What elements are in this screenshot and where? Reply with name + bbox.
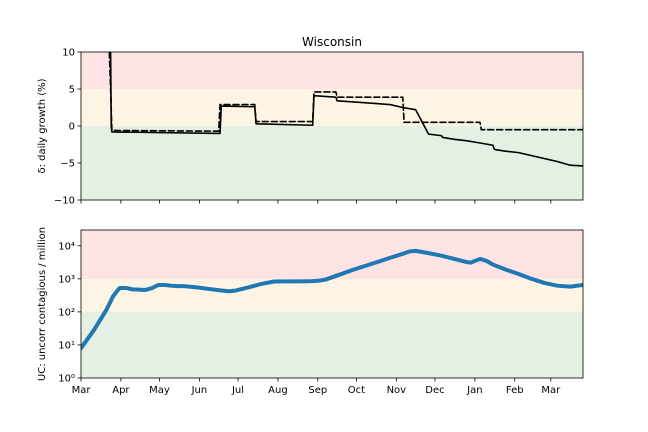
solid-series-line-0 (109, 52, 583, 167)
x-tick-label: Dec (425, 385, 444, 396)
y-tick-label: 10¹ (58, 340, 75, 351)
bottom-y-ticks: 10⁰ 10¹ 10² 10³ 10⁴ (58, 241, 81, 385)
solid-series-line-0 (81, 248, 583, 351)
y-tick-label: 10 (62, 48, 75, 59)
x-tick-label: Sep (308, 385, 327, 396)
x-tick-label: Apr (112, 385, 130, 396)
risk-band-2 (81, 126, 583, 200)
contagious-panel: 10⁰ 10¹ 10² 10³ 10⁴ Mar Apr May Jun Jul Aug Sep Oct… (37, 227, 584, 396)
top-y-ticks: 10 5 0 −5 −10 (54, 48, 81, 207)
x-tick-label: Nov (387, 385, 407, 396)
y-tick-label: −10 (54, 196, 75, 207)
x-tick-label: Jun (191, 385, 208, 396)
risk-band-0 (81, 230, 583, 279)
top-risk-bands (81, 52, 583, 200)
top-series-lines (108, 52, 583, 167)
bottom-y-axis-label: UC: uncorr contagious / million (37, 227, 48, 381)
risk-band-0 (81, 52, 583, 89)
top-y-axis-label: δ: daily growth (%) (37, 78, 48, 173)
daily-growth-panel: 10 5 0 −5 −10 Wisconsin δ: daily growth (%) (37, 35, 584, 207)
x-tick-label: Feb (506, 385, 524, 396)
y-tick-label: 10⁰ (58, 374, 75, 385)
bottom-x-ticks: Mar Apr May Jun Jul Aug Sep Oct Nov Dec Jan Feb Mar (72, 378, 561, 396)
bottom-axes-frame (80, 229, 584, 379)
bottom-risk-bands (81, 230, 583, 378)
bottom-series-lines (81, 248, 583, 351)
x-tick-label: Jul (231, 385, 244, 396)
x-tick-label: Mar (72, 385, 92, 396)
y-tick-label: 10⁴ (58, 241, 75, 252)
risk-band-2 (81, 311, 583, 378)
y-tick-label: 10² (58, 307, 75, 318)
x-tick-label: Mar (541, 385, 561, 396)
x-tick-label: Oct (348, 385, 365, 396)
chart-title: Wisconsin (302, 35, 362, 49)
top-x-ticks (80, 200, 552, 204)
y-tick-label: 0 (69, 122, 75, 133)
x-tick-label: May (149, 385, 170, 396)
x-tick-label: Aug (268, 385, 288, 396)
dashed-series-line-1 (108, 52, 583, 132)
y-tick-label: 10³ (58, 274, 75, 285)
y-tick-label: −5 (60, 159, 75, 170)
x-tick-label: Jan (466, 385, 482, 396)
risk-band-1 (81, 89, 583, 126)
y-tick-label: 5 (69, 85, 75, 96)
